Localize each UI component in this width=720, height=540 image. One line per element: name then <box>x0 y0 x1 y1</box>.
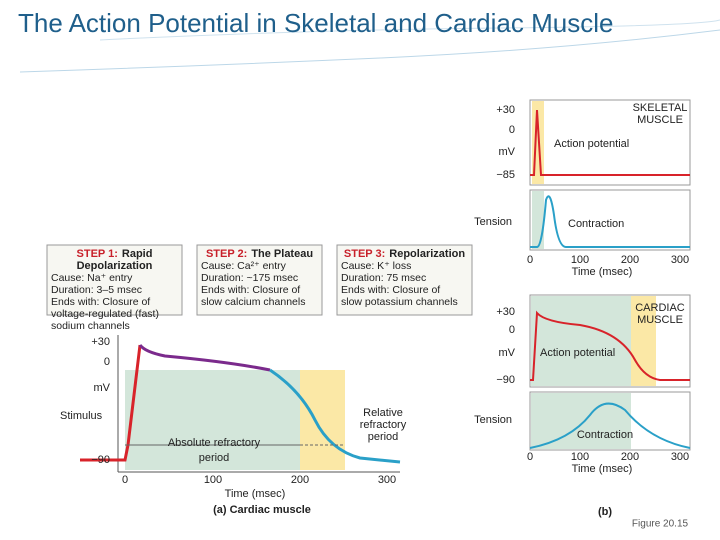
x-tick-label: 300 <box>671 254 689 266</box>
x-tick-label: 200 <box>621 451 639 463</box>
y-label: 0 <box>104 356 110 368</box>
step-line: Duration: ~175 msec <box>201 272 298 284</box>
step-box <box>46 244 183 316</box>
y-label: +30 <box>496 104 515 116</box>
step-heading: STEP 3: Repolarization <box>344 248 465 260</box>
refractory-region <box>531 296 631 386</box>
x-tick-label: 0 <box>527 254 533 266</box>
step-heading: STEP 2: The Plateau <box>206 248 313 260</box>
caption: (b) <box>598 506 612 518</box>
decor-line <box>19 29 720 73</box>
y-label: −85 <box>496 169 515 181</box>
y-label: 0 <box>509 124 515 136</box>
step-label: STEP 2: <box>206 248 247 260</box>
contraction-curve <box>530 195 690 248</box>
step-line: Cause: Ca²⁺ entry <box>201 260 287 272</box>
x-tick-label: 300 <box>671 451 689 463</box>
contraction-label: Contraction <box>577 429 633 441</box>
action-potential-curve <box>530 310 690 381</box>
y-label: 0 <box>509 324 515 336</box>
step-heading-text: Repolarization <box>389 248 465 260</box>
x-tick-label: 100 <box>571 254 589 266</box>
step-line: Duration: 75 msec <box>341 272 426 284</box>
step-line: Cause: K⁺ loss <box>341 260 411 272</box>
x-tick-label: 0 <box>527 451 533 463</box>
refractory-region <box>532 191 544 249</box>
panel <box>529 99 691 186</box>
x-tick-label: 0 <box>122 474 128 486</box>
stimulus-label: Stimulus <box>60 410 103 422</box>
plateau-curve <box>138 344 271 372</box>
depolarization-curve <box>80 344 142 462</box>
figure-number: Figure 20.15 <box>632 519 689 530</box>
panel <box>529 189 691 251</box>
relative-refractory-label: period <box>368 431 399 443</box>
contraction-label: Contraction <box>568 218 624 230</box>
refractory-region <box>531 393 631 449</box>
y-label: mV <box>499 347 516 359</box>
absolute-refractory-region <box>125 370 300 470</box>
tension-label: Tension <box>474 414 512 426</box>
y-label: mV <box>94 382 111 394</box>
contraction-curve <box>529 402 691 449</box>
step-line: Duration: 3–5 msec <box>51 284 142 296</box>
step-line: Cause: Na⁺ entry <box>51 272 133 284</box>
y-label: −90 <box>496 374 515 386</box>
step-line: Ends with: Closure of <box>341 284 440 296</box>
muscle-name: MUSCLE <box>637 314 683 326</box>
x-axis-label: Time (msec) <box>572 463 633 475</box>
relative-refractory-region <box>300 370 345 470</box>
y-label: +30 <box>91 336 110 348</box>
figure-b-cardiac: +30 0 mV −90 CARDIAC MUSCLE Action poten… <box>474 294 691 518</box>
step-box <box>336 244 473 316</box>
x-tick-label: 200 <box>621 254 639 266</box>
step-line: slow potassium channels <box>341 296 458 308</box>
caption: (a) Cardiac muscle <box>213 504 311 516</box>
action-potential-label: Action potential <box>554 138 629 150</box>
figure-a: +30 0 mV −90 Stimulus Absolute refractor… <box>46 244 473 516</box>
repolarization-curve <box>269 368 401 464</box>
x-axis-label: Time (msec) <box>572 266 633 278</box>
step-line: Ends with: Closure of <box>51 296 150 308</box>
x-tick-label: 100 <box>204 474 222 486</box>
y-label: mV <box>499 146 516 158</box>
step-heading: STEP 1: Rapid <box>77 248 153 260</box>
x-tick-label: 200 <box>291 474 309 486</box>
x-tick-label: 100 <box>571 451 589 463</box>
action-potential-label: Action potential <box>540 347 615 359</box>
step-heading-text: Depolarization <box>77 260 153 272</box>
decor-line <box>99 19 720 41</box>
step-label: STEP 3: <box>344 248 385 260</box>
slide-title: The Action Potential in Skeletal and Car… <box>18 8 613 38</box>
step-line: Ends with: Closure of <box>201 284 300 296</box>
step-box <box>196 244 323 316</box>
x-tick-label: 300 <box>378 474 396 486</box>
muscle-name: MUSCLE <box>637 114 683 126</box>
tension-label: Tension <box>474 216 512 228</box>
figure-b-skeletal: +30 0 mV −85 SKELETAL MUSCLE Action pote… <box>474 99 691 278</box>
y-label: +30 <box>496 306 515 318</box>
absolute-refractory-label: Absolute refractory <box>168 437 261 449</box>
step-line: sodium channels <box>51 320 130 332</box>
y-label: −90 <box>91 454 110 466</box>
muscle-name: SKELETAL <box>633 102 688 114</box>
step-line: voltage-regulated (fast) <box>51 308 159 320</box>
step-line: slow calcium channels <box>201 296 305 308</box>
relative-refractory-label: refractory <box>360 419 407 431</box>
step-heading-text: Rapid <box>122 248 153 260</box>
action-potential-curve <box>530 109 690 176</box>
relative-refractory-label: Relative <box>363 407 403 419</box>
muscle-name: CARDIAC <box>635 302 685 314</box>
step-heading-text: The Plateau <box>251 248 313 260</box>
x-axis-label: Time (msec) <box>225 488 286 500</box>
absolute-refractory-label: period <box>199 452 230 464</box>
step-label: STEP 1: <box>77 248 118 260</box>
